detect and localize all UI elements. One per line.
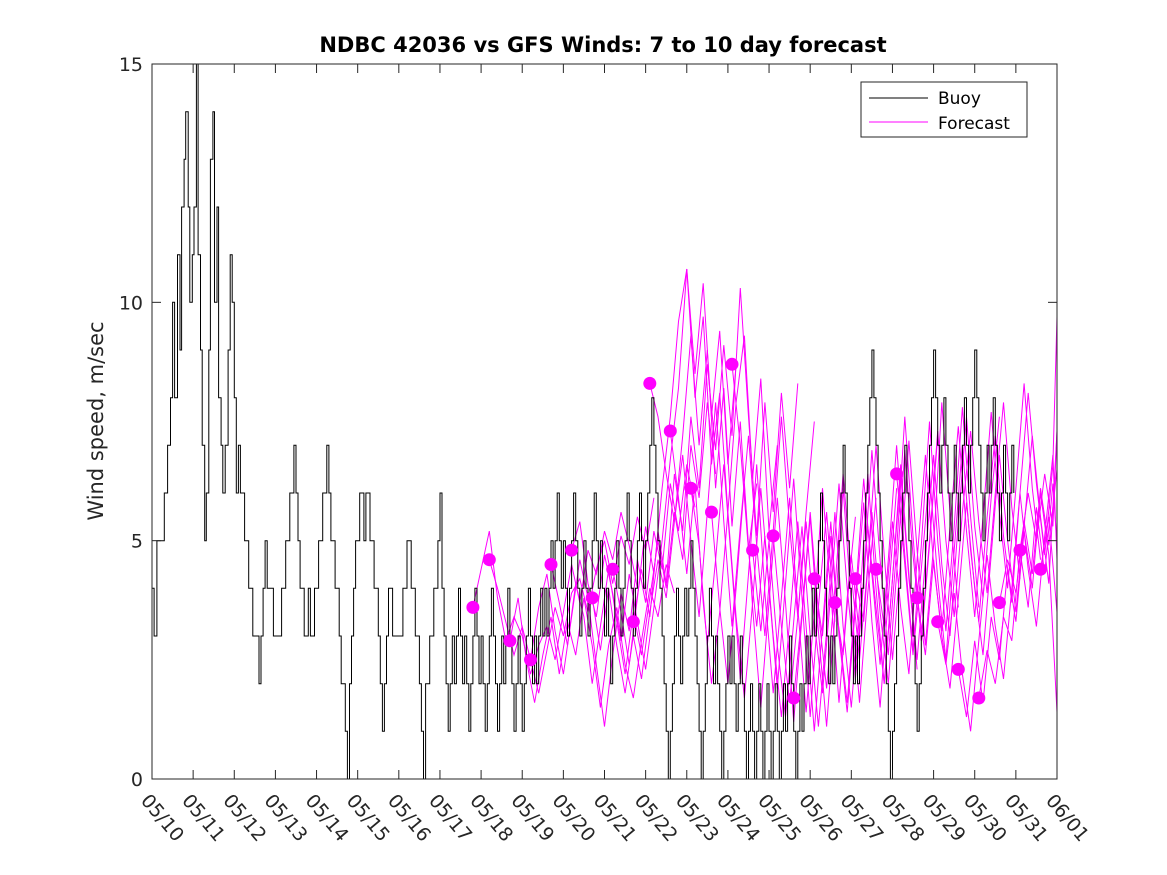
buoy-series bbox=[152, 64, 1015, 779]
forecast-marker bbox=[544, 558, 558, 571]
forecast-marker bbox=[606, 562, 620, 576]
forecast-line bbox=[472, 511, 638, 675]
x-tick-label: 05/27 bbox=[835, 790, 887, 846]
forecast-line bbox=[875, 383, 1041, 675]
forecast-marker bbox=[807, 572, 821, 586]
forecast-marker bbox=[766, 529, 780, 543]
legend-label-buoy: Buoy bbox=[938, 89, 981, 109]
forecast-marker bbox=[972, 691, 986, 705]
forecast-marker bbox=[503, 634, 517, 648]
plot-area bbox=[152, 64, 1057, 779]
forecast-line bbox=[813, 407, 980, 703]
forecast-line bbox=[488, 497, 655, 694]
x-tick-label: 05/24 bbox=[712, 790, 764, 846]
legend-box bbox=[860, 81, 1028, 138]
legend-label-forecast: Forecast bbox=[938, 114, 1010, 134]
x-tick-label: 05/13 bbox=[260, 790, 312, 846]
forecast-marker bbox=[663, 424, 677, 438]
forecast-marker bbox=[1013, 543, 1027, 557]
x-tick-label: 05/16 bbox=[383, 790, 435, 846]
x-tick-label: 05/29 bbox=[918, 790, 970, 846]
x-tick-label: 05/15 bbox=[342, 790, 394, 846]
forecast-marker bbox=[1034, 562, 1047, 576]
x-tick-label: 05/22 bbox=[630, 790, 682, 846]
x-tick-label: 05/17 bbox=[424, 790, 476, 846]
x-tick-label: 05/20 bbox=[548, 790, 600, 846]
y-tick-label: 0 bbox=[131, 769, 143, 791]
legend: Buoy Forecast bbox=[860, 81, 1028, 138]
forecast-marker bbox=[725, 357, 739, 371]
x-tick-label: 05/10 bbox=[136, 790, 188, 846]
chart-title: NDBC 42036 vs GFS Winds: 7 to 10 day for… bbox=[319, 33, 886, 57]
buoy-line bbox=[152, 64, 1015, 779]
forecast-marker bbox=[869, 562, 883, 576]
forecast-marker bbox=[524, 653, 537, 667]
forecast-marker bbox=[705, 505, 718, 519]
forecast-line bbox=[1019, 430, 1057, 551]
forecast-line bbox=[1040, 516, 1057, 613]
y-tick-label: 10 bbox=[119, 292, 143, 314]
forecast-marker bbox=[951, 662, 965, 676]
x-tick-label: 05/12 bbox=[218, 790, 270, 846]
forecast-marker bbox=[890, 467, 904, 481]
x-tick-label: 05/21 bbox=[589, 790, 641, 846]
x-tick-label: 05/26 bbox=[794, 790, 846, 846]
forecast-series bbox=[472, 268, 1057, 732]
y-tick-label: 15 bbox=[119, 54, 143, 76]
forecast-line bbox=[731, 364, 898, 732]
forecast-marker bbox=[565, 543, 579, 557]
forecast-marker bbox=[466, 600, 480, 614]
x-tick-label: 05/18 bbox=[465, 790, 517, 846]
x-tick-label: 05/14 bbox=[301, 790, 353, 846]
forecast-marker bbox=[626, 615, 640, 629]
forecast-marker bbox=[848, 572, 862, 586]
x-tick-label: 05/31 bbox=[1000, 790, 1052, 846]
forecast-marker bbox=[585, 591, 599, 605]
x-tick-label: 05/11 bbox=[177, 790, 229, 846]
forecast-marker bbox=[643, 376, 657, 390]
forecast-line bbox=[509, 564, 675, 708]
forecast-marker bbox=[746, 543, 760, 557]
forecast-marker bbox=[787, 691, 801, 705]
x-tick-label: 05/30 bbox=[959, 790, 1011, 846]
forecast-marker bbox=[482, 553, 496, 567]
forecast-line bbox=[998, 469, 1057, 603]
x-tick-label: 05/25 bbox=[753, 790, 805, 846]
forecast-markers bbox=[466, 357, 1047, 705]
x-tick-label: 05/19 bbox=[506, 790, 558, 846]
forecast-line bbox=[649, 383, 815, 637]
forecast-marker bbox=[828, 596, 842, 610]
y-axis: 0 5 10 15 bbox=[119, 54, 1057, 791]
x-tick-label: 05/23 bbox=[671, 790, 723, 846]
forecast-marker bbox=[992, 596, 1006, 610]
x-tick-label: 05/28 bbox=[877, 790, 929, 846]
forecast-marker bbox=[931, 615, 945, 629]
forecast-line bbox=[632, 287, 799, 622]
y-tick-label: 5 bbox=[131, 531, 143, 553]
forecast-line bbox=[834, 416, 1000, 684]
forecast-marker bbox=[910, 591, 924, 605]
y-axis-label: Wind speed, m/sec bbox=[84, 321, 108, 520]
x-tick-label: 06/01 bbox=[1041, 790, 1093, 846]
forecast-marker bbox=[684, 481, 698, 495]
